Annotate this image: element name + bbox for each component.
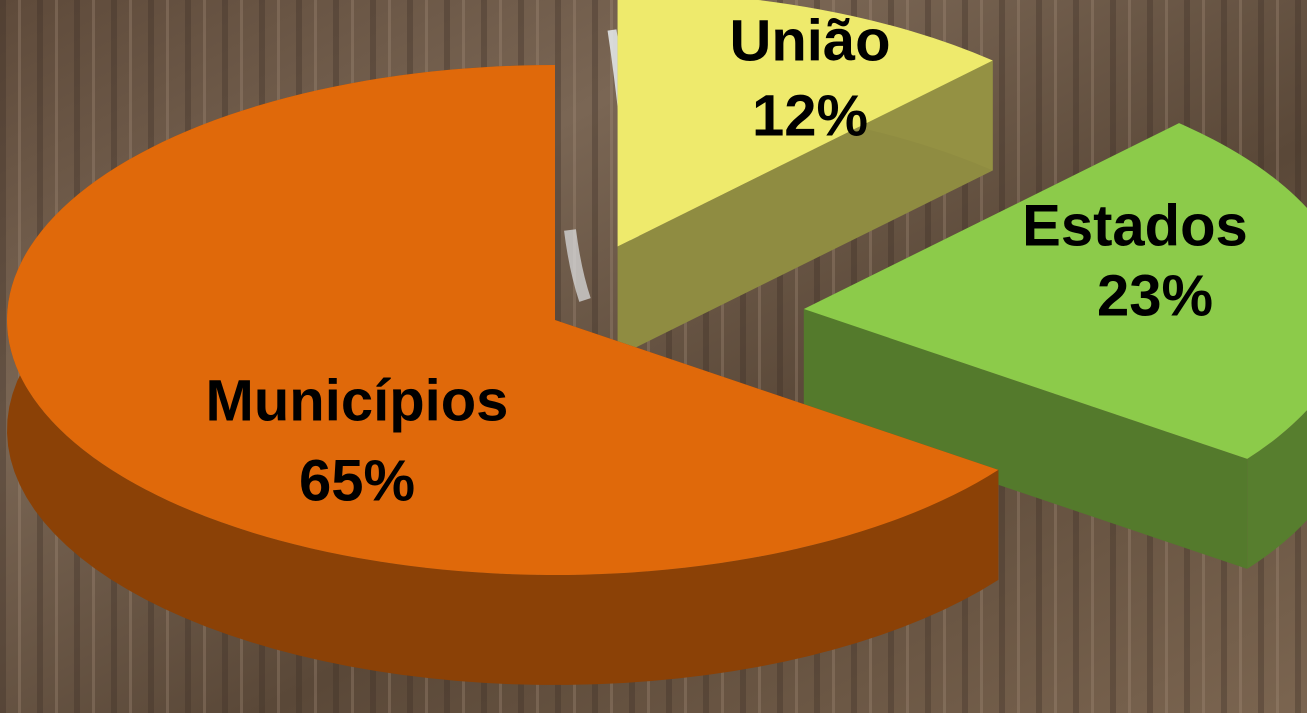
slice-label: União	[729, 8, 890, 73]
slice-value-label: 23%	[1097, 263, 1213, 328]
slice-label: Municípios	[206, 368, 509, 433]
slice-label: Estados	[1022, 193, 1248, 258]
slice-value-label: 12%	[752, 83, 868, 148]
chart: Municípios 65% União 12% Estados23%	[0, 0, 1307, 713]
slice-value-label: 65%	[299, 448, 415, 513]
page: Municípios65%União12%Estados23% (() => {…	[0, 0, 1307, 713]
